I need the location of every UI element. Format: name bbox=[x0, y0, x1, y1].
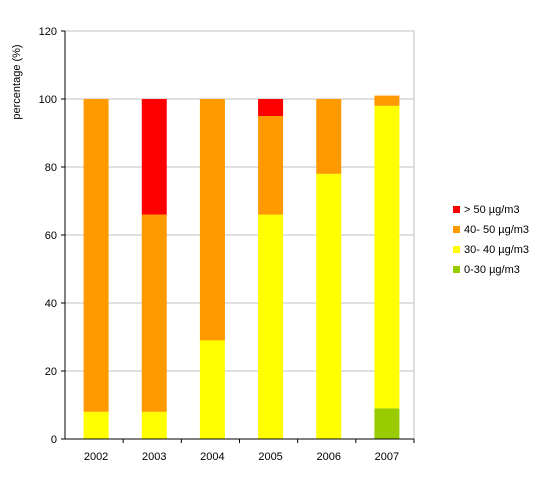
x-tick-label: 2006 bbox=[317, 451, 341, 463]
y-tick-label: 60 bbox=[45, 230, 57, 242]
legend-swatch bbox=[453, 266, 460, 273]
y-axis-label: percentage (%) bbox=[11, 44, 23, 119]
legend: > 50 µg/m3 40- 50 µg/m3 30- 40 µg/m3 0-30 µ… bbox=[453, 204, 529, 276]
legend-label: > 50 µg/m3 bbox=[464, 204, 520, 216]
y-tick-label: 100 bbox=[39, 94, 57, 106]
y-tick-label: 80 bbox=[45, 162, 57, 174]
bar-segment bbox=[199, 99, 225, 341]
bar-segment bbox=[141, 411, 167, 439]
legend-swatch bbox=[453, 226, 460, 233]
legend-swatch bbox=[453, 246, 460, 253]
bar-segment bbox=[83, 411, 109, 439]
gridlines bbox=[64, 30, 415, 440]
bar-segment bbox=[83, 99, 109, 412]
bar-segment bbox=[374, 105, 400, 409]
x-tick-label: 2003 bbox=[142, 451, 166, 463]
bar-segment bbox=[258, 99, 284, 116]
legend-label: 40- 50 µg/m3 bbox=[464, 224, 529, 236]
x-tick-labels: 2002 2003 2004 2005 2006 2007 bbox=[84, 439, 415, 463]
legend-label: 30- 40 µg/m3 bbox=[464, 244, 529, 256]
bars bbox=[83, 95, 400, 440]
y-tick-label: 40 bbox=[45, 298, 57, 310]
y-tick-label: 0 bbox=[51, 434, 57, 446]
x-tick-label: 2004 bbox=[200, 451, 224, 463]
bar-segment bbox=[316, 99, 342, 174]
bar-segment bbox=[258, 116, 284, 215]
y-tick-label: 20 bbox=[45, 366, 57, 378]
bar-segment bbox=[374, 408, 400, 439]
bar-segment bbox=[374, 95, 400, 106]
bar-segment bbox=[258, 214, 284, 439]
x-tick-label: 2005 bbox=[258, 451, 282, 463]
x-tick-label: 2002 bbox=[84, 451, 108, 463]
bar-segment bbox=[199, 340, 225, 439]
bar-segment bbox=[141, 214, 167, 412]
y-tick-labels: 0 20 40 60 80 100 120 bbox=[39, 26, 65, 446]
y-tick-label: 120 bbox=[39, 26, 57, 38]
x-tick-label: 2007 bbox=[375, 451, 399, 463]
legend-swatch bbox=[453, 206, 460, 213]
bar-segment bbox=[316, 173, 342, 440]
bar-segment bbox=[141, 99, 167, 215]
legend-label: 0-30 µg/m3 bbox=[464, 264, 520, 276]
